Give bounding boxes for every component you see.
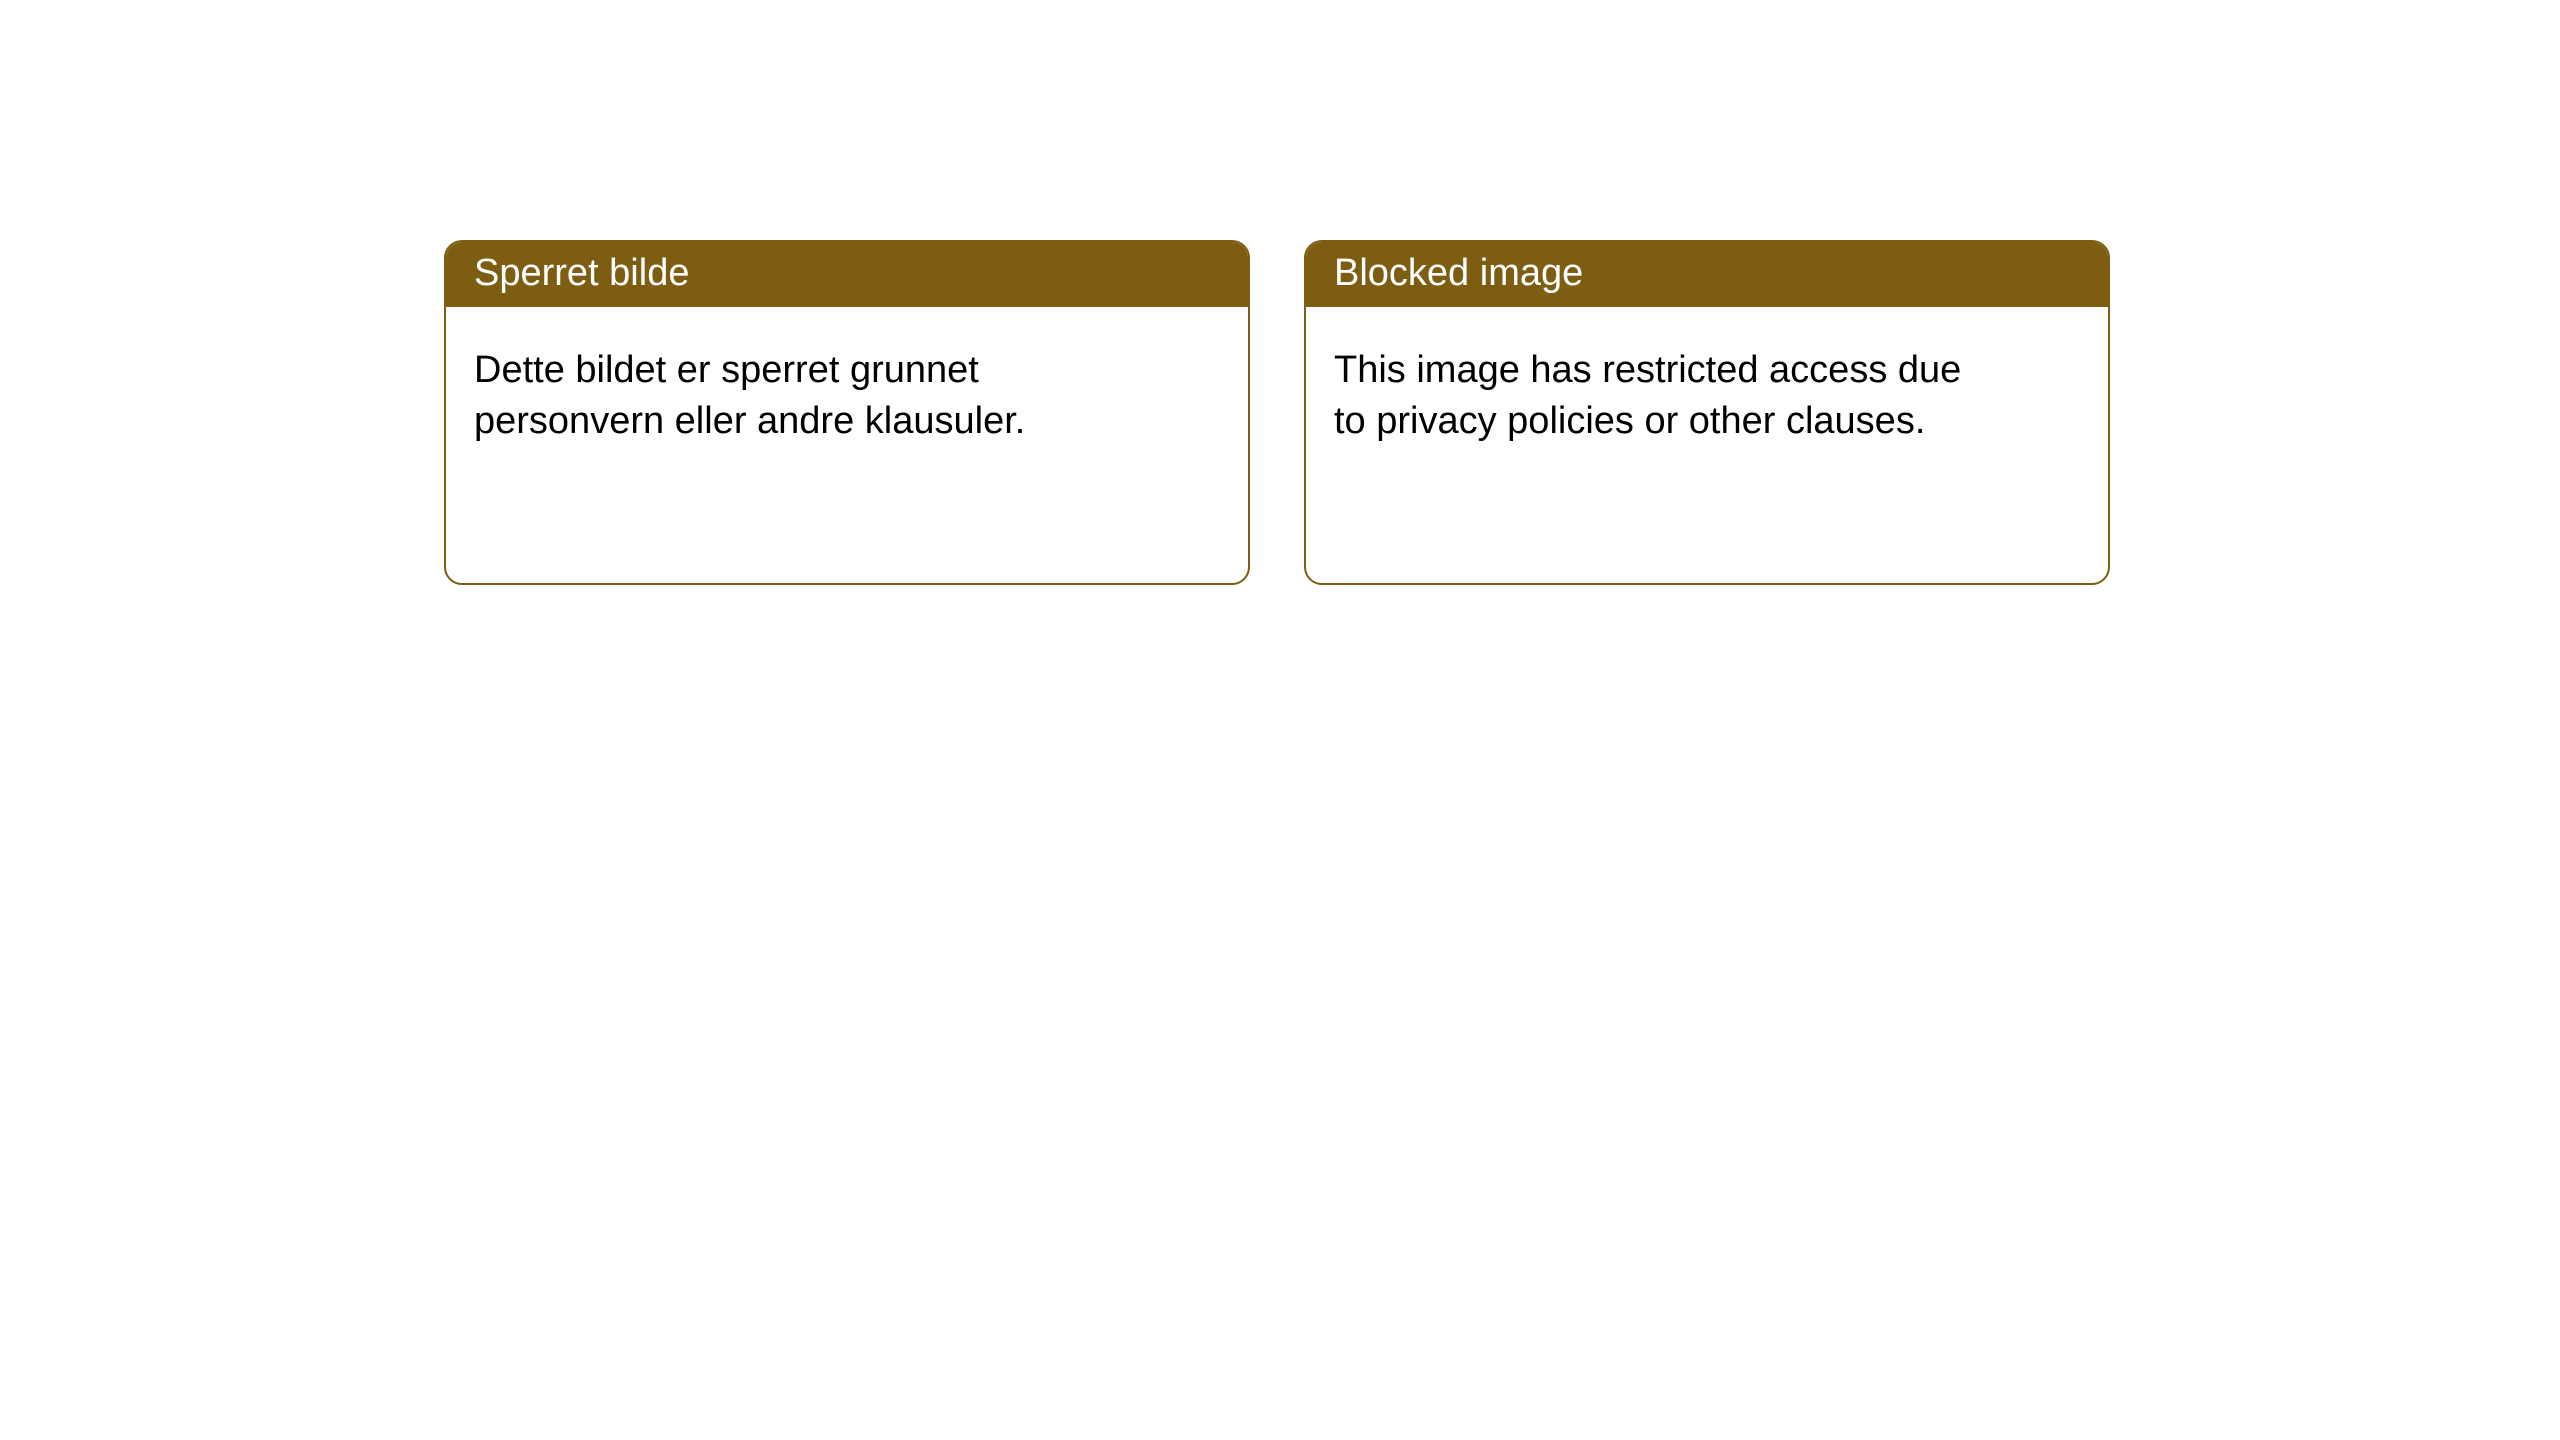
- notice-card-norwegian: Sperret bilde Dette bildet er sperret gr…: [444, 240, 1250, 585]
- card-title: Sperret bilde: [474, 252, 689, 294]
- card-header: Sperret bilde: [446, 242, 1248, 307]
- card-body: Dette bildet er sperret grunnet personve…: [446, 307, 1248, 583]
- card-title: Blocked image: [1334, 252, 1583, 294]
- card-text: Dette bildet er sperret grunnet personve…: [474, 345, 1114, 448]
- card-body: This image has restricted access due to …: [1306, 307, 2108, 583]
- card-text: This image has restricted access due to …: [1334, 345, 1974, 448]
- notice-container: Sperret bilde Dette bildet er sperret gr…: [0, 0, 2560, 585]
- notice-card-english: Blocked image This image has restricted …: [1304, 240, 2110, 585]
- card-header: Blocked image: [1306, 242, 2108, 307]
